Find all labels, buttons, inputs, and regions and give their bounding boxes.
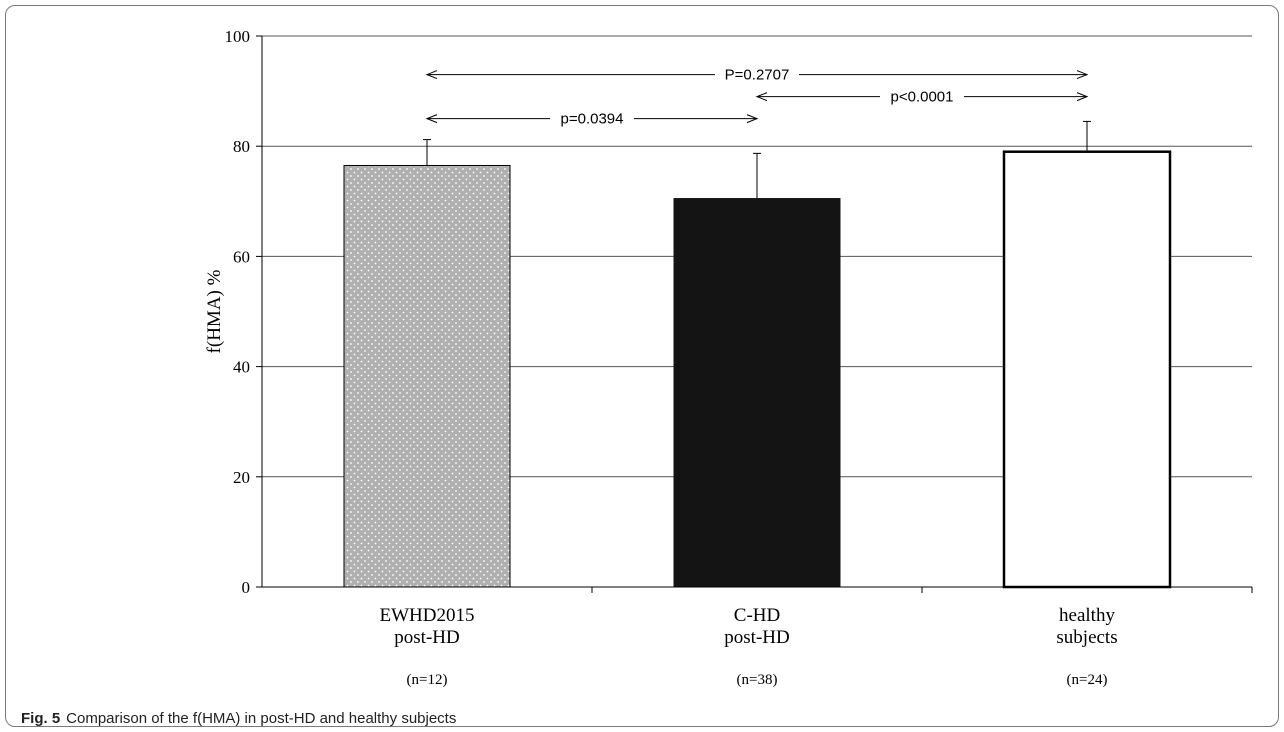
p-value-label: p=0.0394 bbox=[561, 111, 624, 128]
sample-size-label: (n=38) bbox=[737, 672, 778, 688]
figure-number: Fig. 5 bbox=[21, 710, 61, 727]
arrow-head-left bbox=[425, 70, 438, 80]
p-value-label: P=0.2707 bbox=[725, 67, 790, 84]
arrow-head-right bbox=[1076, 92, 1089, 102]
y-tick-label: 100 bbox=[225, 27, 251, 46]
figure-caption-text: Comparison of the f(HMA) in post-HD and … bbox=[66, 710, 457, 727]
y-tick-label: 0 bbox=[242, 578, 251, 597]
bar bbox=[1002, 150, 1172, 589]
y-tick-label: 80 bbox=[233, 137, 250, 156]
arrow-head-left bbox=[425, 114, 438, 124]
y-axis-label: f(HMA) % bbox=[204, 269, 225, 353]
x-tick-label: post-HD bbox=[724, 627, 789, 648]
figure-frame: 0 20 40 60 80 100 f(HMA) % EWHD2015 post-HD (n=1… bbox=[5, 5, 1279, 727]
sample-size-label: (n=12) bbox=[407, 672, 448, 688]
x-tick-label: post-HD bbox=[394, 627, 459, 648]
x-tick-label: healthy bbox=[1059, 605, 1115, 626]
x-tick-label: subjects bbox=[1056, 627, 1117, 648]
arrow-head-right bbox=[1076, 70, 1089, 80]
x-tick-label: C-HD bbox=[734, 605, 780, 626]
y-tick-label: 40 bbox=[233, 358, 250, 377]
y-tick-label: 20 bbox=[233, 468, 250, 487]
bar bbox=[343, 164, 511, 588]
figure-caption: Fig. 5 Comparison of the f(HMA) in post-H… bbox=[21, 710, 456, 727]
y-tick-label: 60 bbox=[233, 247, 250, 266]
arrow-head-left bbox=[755, 92, 768, 102]
sample-size-label: (n=24) bbox=[1067, 672, 1108, 688]
bar bbox=[673, 198, 841, 588]
p-value-label: p<0.0001 bbox=[891, 89, 954, 106]
x-tick-label: EWHD2015 bbox=[380, 605, 475, 626]
arrow-head-right bbox=[746, 114, 759, 124]
